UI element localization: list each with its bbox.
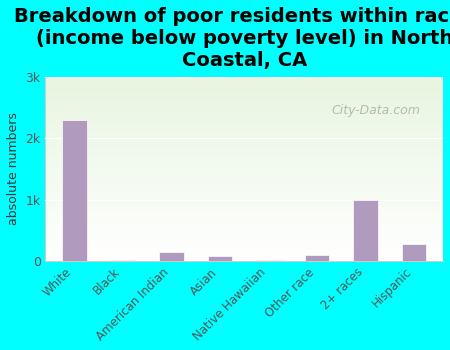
Text: City-Data.com: City-Data.com bbox=[332, 104, 421, 117]
Bar bbox=[353, 199, 378, 261]
Bar bbox=[159, 252, 184, 261]
Y-axis label: absolute numbers: absolute numbers bbox=[7, 112, 20, 225]
Bar bbox=[402, 244, 426, 261]
Bar bbox=[63, 120, 87, 261]
Bar bbox=[305, 255, 329, 261]
Title: Breakdown of poor residents within races
(income below poverty level) in North
C: Breakdown of poor residents within races… bbox=[14, 7, 450, 70]
Bar bbox=[111, 260, 135, 261]
Bar bbox=[208, 256, 232, 261]
